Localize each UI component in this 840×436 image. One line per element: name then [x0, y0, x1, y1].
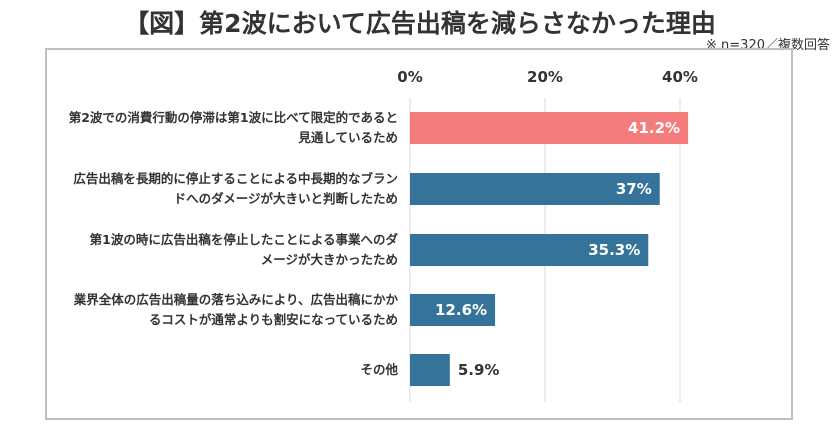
- category-label: メージが大きかったため: [261, 252, 398, 267]
- bar-value-label: 12.6%: [435, 301, 487, 319]
- bar-value-label: 41.2%: [628, 119, 680, 137]
- category-label: 第1波の時に広告出稿を停止したことによる事業へのダ: [90, 232, 399, 247]
- category-label: るコストが通常よりも割安になっているため: [149, 312, 398, 327]
- chart-frame: [45, 48, 793, 420]
- category-label: 第2波での消費行動の停滞は第1波に比べて限定的であると: [69, 110, 398, 125]
- bar-value-label: 37%: [616, 180, 652, 198]
- category-label: 業界全体の広告出稿量の落ち込みにより、広告出稿にかか: [73, 292, 399, 307]
- bar-value-label: 5.9%: [458, 361, 500, 379]
- bar: [410, 112, 689, 144]
- bar: [410, 354, 450, 386]
- x-tick-label: 0%: [397, 68, 422, 86]
- x-tick-label: 40%: [662, 68, 698, 86]
- bar: [410, 234, 649, 266]
- bar: [410, 294, 496, 326]
- chart-title: 【図】第2波において広告出稿を減らさなかった理由: [124, 9, 716, 38]
- category-label: 広告出稿を長期的に停止することによる中長期的なブラン: [73, 171, 398, 186]
- category-label: ドへのダメージが大きいと判断したため: [174, 191, 398, 206]
- category-label: その他: [360, 362, 398, 377]
- x-tick-label: 20%: [527, 68, 563, 86]
- category-label: 見通しているため: [297, 130, 398, 145]
- bar: [410, 173, 660, 205]
- bar-value-label: 35.3%: [588, 241, 640, 259]
